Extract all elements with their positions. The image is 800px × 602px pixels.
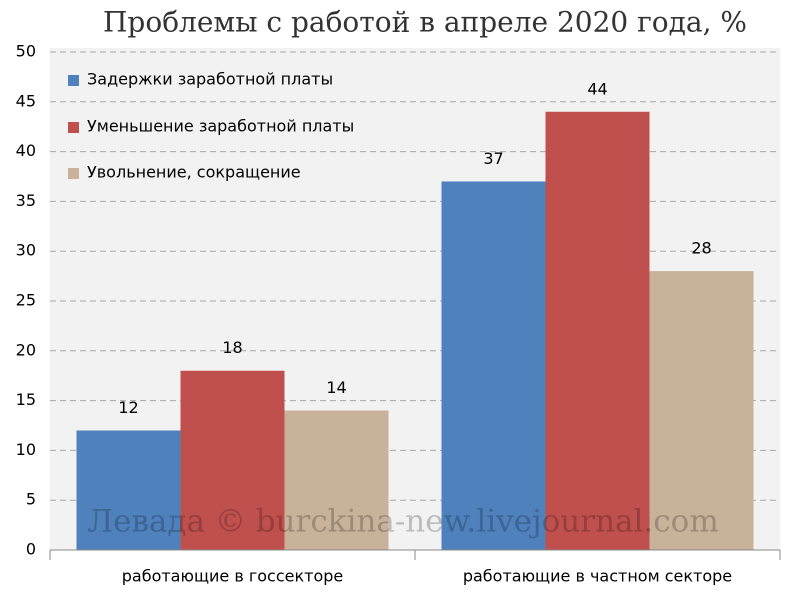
- bar: [545, 111, 650, 550]
- x-tick-label: работающие в частном секторе: [463, 567, 732, 586]
- legend-label: Уменьшение заработной платы: [87, 117, 354, 136]
- chart-title: Проблемы с работой в апреле 2020 года, %: [103, 6, 747, 39]
- value-label: 18: [222, 338, 242, 357]
- value-label: 44: [587, 79, 607, 98]
- y-tick-label: 15: [16, 390, 36, 409]
- value-label: 37: [483, 149, 503, 168]
- y-tick-label: 20: [16, 340, 36, 359]
- bar: [441, 181, 546, 551]
- x-tick-label: работающие в госсекторе: [122, 567, 344, 586]
- watermark: Левада © burckina-new.livejournal.com: [87, 504, 718, 540]
- bar: [180, 370, 285, 550]
- bar: [649, 271, 754, 550]
- y-tick-label: 50: [16, 42, 36, 61]
- y-tick-label: 0: [26, 540, 36, 559]
- y-tick-label: 40: [16, 141, 36, 160]
- y-tick-label: 25: [16, 291, 36, 310]
- legend-swatch: [68, 122, 79, 133]
- y-tick-label: 45: [16, 91, 36, 110]
- y-tick-label: 5: [26, 490, 36, 509]
- legend-label: Увольнение, сокращение: [87, 163, 301, 182]
- legend-swatch: [68, 75, 79, 86]
- legend-swatch: [68, 168, 79, 179]
- y-tick-label: 30: [16, 241, 36, 260]
- value-label: 28: [691, 239, 711, 258]
- value-label: 12: [118, 398, 138, 417]
- y-tick-label: 35: [16, 191, 36, 210]
- bar: [76, 430, 181, 550]
- legend-label: Задержки заработной платы: [87, 70, 333, 89]
- y-tick-label: 10: [16, 440, 36, 459]
- value-label: 14: [326, 378, 346, 397]
- bar: [284, 410, 389, 550]
